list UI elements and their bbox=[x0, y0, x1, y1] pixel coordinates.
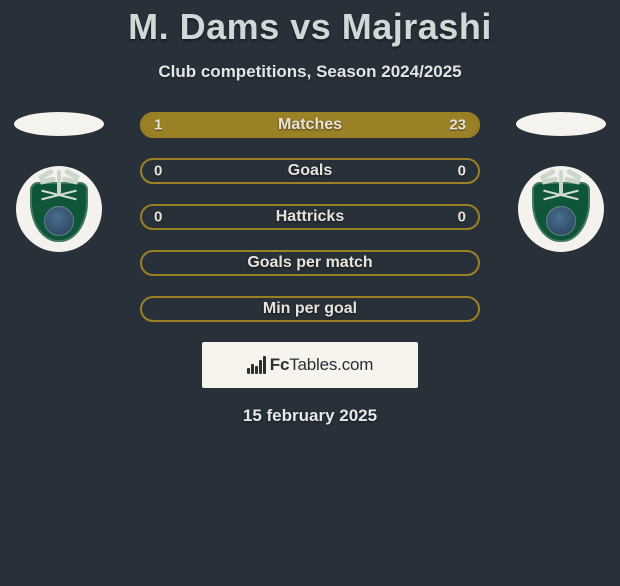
stat-value-left: 0 bbox=[154, 163, 162, 180]
stat-label: Min per goal bbox=[263, 300, 357, 318]
stat-row: Min per goal bbox=[140, 296, 480, 322]
stat-label: Goals bbox=[288, 162, 332, 180]
player-right-photo bbox=[516, 112, 606, 136]
player-left-slot bbox=[14, 112, 104, 252]
stat-value-right: 23 bbox=[449, 117, 466, 134]
club-crest-icon bbox=[30, 176, 88, 242]
stat-value-right: 0 bbox=[458, 163, 466, 180]
stat-row: 0 0 Goals bbox=[140, 158, 480, 184]
stat-row: 1 23 Matches bbox=[140, 112, 480, 138]
stat-row: 0 0 Hattricks bbox=[140, 204, 480, 230]
player-right-club-badge bbox=[518, 166, 604, 252]
stat-value-left: 1 bbox=[154, 117, 162, 134]
bar-chart-icon bbox=[247, 356, 267, 374]
watermark-brand-rest: Tables.com bbox=[289, 355, 373, 374]
comparison-content: 1 23 Matches 0 0 Goals 0 0 Hattricks Goals per ma… bbox=[0, 112, 620, 322]
stat-row: Goals per match bbox=[140, 250, 480, 276]
club-crest-icon bbox=[532, 176, 590, 242]
player-left-club-badge bbox=[16, 166, 102, 252]
stat-label: Matches bbox=[278, 116, 342, 134]
watermark-brand-bold: Fc bbox=[270, 355, 289, 374]
comparison-subtitle: Club competitions, Season 2024/2025 bbox=[0, 62, 620, 82]
fctables-watermark: FcTables.com bbox=[202, 342, 418, 388]
stat-value-right: 0 bbox=[458, 209, 466, 226]
stats-bars-container: 1 23 Matches 0 0 Goals 0 0 Hattricks Goals per ma… bbox=[140, 112, 480, 322]
comparison-title: M. Dams vs Majrashi bbox=[0, 6, 620, 48]
player-right-slot bbox=[516, 112, 606, 252]
stat-label: Goals per match bbox=[247, 254, 372, 272]
stat-label: Hattricks bbox=[276, 208, 344, 226]
player-left-photo bbox=[14, 112, 104, 136]
stat-value-left: 0 bbox=[154, 209, 162, 226]
watermark-text: FcTables.com bbox=[270, 355, 373, 375]
comparison-date: 15 february 2025 bbox=[0, 406, 620, 426]
